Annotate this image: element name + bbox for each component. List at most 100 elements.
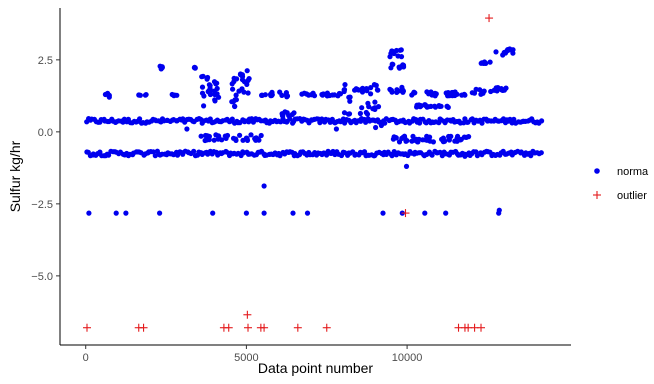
legend-label-outlier: outlier <box>617 190 647 202</box>
data-point-normal <box>469 90 475 96</box>
data-point-normal <box>528 153 534 159</box>
data-point-outlier <box>139 323 148 332</box>
data-point-normal <box>211 137 217 143</box>
data-point-normal <box>202 132 209 139</box>
data-point-normal <box>341 110 348 116</box>
x-tick-label: 5000 <box>234 352 258 364</box>
data-point-normal <box>538 150 544 156</box>
data-point-normal <box>212 91 218 98</box>
data-point-normal <box>389 153 395 159</box>
data-point-normal <box>234 76 240 82</box>
data-point-normal <box>433 91 439 97</box>
data-point-normal <box>389 89 395 95</box>
data-point-normal <box>324 90 330 96</box>
data-point-normal <box>198 133 204 139</box>
data-point-normal <box>510 47 516 53</box>
data-point-normal <box>291 110 297 116</box>
data-point-normal <box>481 88 487 94</box>
data-point-normal <box>301 90 307 96</box>
data-point-normal <box>396 139 403 145</box>
data-point-normal <box>360 86 366 92</box>
data-point-normal <box>279 92 285 98</box>
data-point-normal <box>230 86 236 92</box>
data-point-normal <box>215 136 221 142</box>
data-point-normal <box>206 133 212 140</box>
data-point-normal <box>539 118 545 124</box>
data-point-normal <box>232 103 238 110</box>
data-point-normal <box>205 89 211 95</box>
data-point-normal <box>461 134 467 140</box>
data-point-normal <box>400 62 407 68</box>
data-point-normal <box>222 133 228 139</box>
data-point-normal <box>233 92 239 98</box>
data-point-normal <box>207 83 213 89</box>
data-point-normal <box>259 92 265 98</box>
data-point-outlier <box>485 14 494 23</box>
data-point-normal <box>457 137 463 143</box>
data-point-normal <box>229 99 235 105</box>
data-point-normal <box>466 134 472 140</box>
data-point-normal <box>374 87 380 93</box>
data-point-normal <box>239 74 246 80</box>
legend-label-normal: norma <box>617 166 649 178</box>
data-point-normal <box>437 103 443 109</box>
data-point-normal <box>237 132 243 138</box>
data-point-normal <box>137 116 143 122</box>
data-point-normal <box>245 90 251 96</box>
data-point-normal <box>400 87 406 93</box>
data-point-normal <box>191 148 197 154</box>
data-point-normal <box>429 152 435 158</box>
data-point-normal <box>233 137 239 143</box>
data-point-normal <box>422 210 428 216</box>
data-point-normal <box>390 48 396 55</box>
data-point-normal <box>422 102 428 108</box>
data-point-normal <box>446 137 452 143</box>
data-point-outlier <box>293 323 302 332</box>
data-point-normal <box>86 210 92 216</box>
data-point-normal <box>443 210 449 216</box>
data-point-normal <box>199 90 206 96</box>
data-point-normal <box>200 73 206 79</box>
data-point-normal <box>233 97 239 103</box>
data-point-normal <box>199 84 206 90</box>
data-point-normal <box>432 103 438 109</box>
data-point-normal <box>212 97 218 103</box>
data-point-normal <box>390 61 396 67</box>
data-point-normal <box>372 105 378 111</box>
data-point-normal <box>246 76 252 82</box>
data-point-normal <box>368 91 374 97</box>
x-tick-label: 0 <box>83 352 89 364</box>
data-point-normal <box>342 82 348 88</box>
data-point-normal <box>113 210 119 216</box>
legend: norma outlier <box>593 166 649 202</box>
data-point-normal <box>462 92 468 98</box>
data-point-normal <box>150 149 156 155</box>
data-point-normal <box>243 210 249 216</box>
data-point-normal <box>309 92 315 98</box>
data-point-normal <box>409 138 415 144</box>
data-point-normal <box>261 210 267 216</box>
data-point-normal <box>239 86 245 92</box>
data-point-normal <box>280 112 286 119</box>
data-point-normal <box>248 132 254 138</box>
data-point-normal <box>229 116 235 122</box>
data-point-normal <box>210 210 216 216</box>
data-point-normal <box>136 92 142 98</box>
data-point-normal <box>229 81 235 87</box>
data-point-outlier <box>244 323 253 332</box>
data-point-normal <box>387 54 393 60</box>
data-point-outlier <box>477 323 486 332</box>
data-point-normal <box>450 90 456 96</box>
data-point-normal <box>393 47 400 54</box>
data-point-normal <box>284 110 290 116</box>
data-point-normal <box>290 210 296 216</box>
data-point-normal <box>430 139 436 145</box>
data-point-normal <box>396 64 402 70</box>
y-tick-label: 2.5 <box>38 55 53 67</box>
data-point-normal <box>378 122 384 129</box>
data-point-normal <box>394 88 400 94</box>
y-tick-label: −2.5 <box>31 199 53 211</box>
data-point-normal <box>478 91 484 97</box>
data-point-normal <box>443 90 449 96</box>
